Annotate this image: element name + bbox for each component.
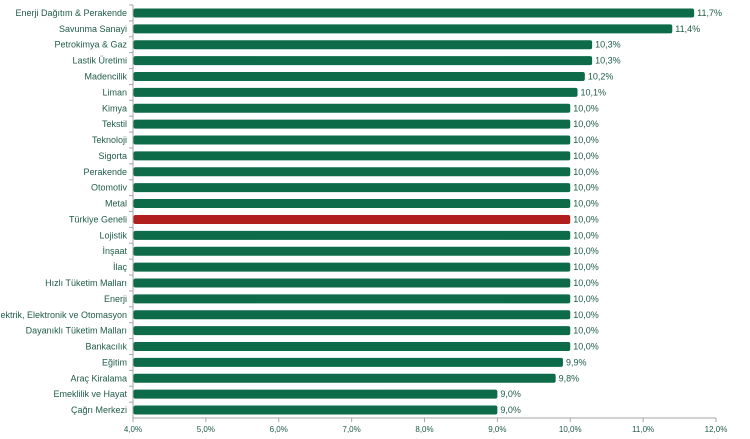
- value-label: 9,8%: [559, 373, 580, 383]
- value-label: 10,0%: [573, 262, 599, 272]
- category-label: İnşaat: [102, 246, 127, 256]
- bar: [133, 342, 571, 352]
- value-label: 9,0%: [500, 405, 521, 415]
- bar: [133, 24, 673, 34]
- bar: [133, 373, 556, 383]
- category-label: Perakende: [83, 167, 127, 177]
- category-label: Dayanıklı Tüketim Malları: [26, 326, 127, 336]
- value-label: 10,0%: [573, 199, 599, 209]
- bar: [133, 40, 593, 50]
- bar: [133, 103, 571, 113]
- x-tick-label: 9,0%: [488, 425, 506, 434]
- value-label: 10,0%: [573, 119, 599, 129]
- category-label: Kimya: [102, 103, 127, 113]
- category-label: Metal: [105, 199, 127, 209]
- value-label: 11,7%: [697, 8, 722, 18]
- value-label: 10,0%: [573, 214, 599, 224]
- x-tick-label: 5,0%: [197, 425, 215, 434]
- value-label: 9,9%: [566, 357, 587, 367]
- bar: [133, 71, 585, 81]
- bar: [133, 389, 498, 399]
- category-label: Bankacılık: [85, 342, 127, 352]
- value-label: 10,0%: [573, 326, 599, 336]
- value-label: 10,0%: [573, 342, 599, 352]
- bar: [133, 119, 571, 129]
- category-label: Emeklilik ve Hayat: [53, 389, 127, 399]
- value-label: 10,0%: [573, 230, 599, 240]
- category-label: Çağrı Merkezi: [71, 405, 127, 415]
- x-tick-label: 12,0%: [705, 425, 728, 434]
- category-label: Elektrik, Elektronik ve Otomasyon: [0, 310, 127, 320]
- bar: [133, 214, 571, 224]
- value-label: 10,3%: [595, 40, 621, 50]
- x-tick-label: 8,0%: [415, 425, 433, 434]
- bar: [133, 87, 578, 97]
- axes: [129, 4, 717, 422]
- category-label: Hızlı Tüketim Malları: [45, 278, 127, 288]
- bars: [133, 8, 695, 415]
- bar: [133, 230, 571, 240]
- bar: [133, 246, 571, 256]
- category-label: Eğitim: [102, 357, 127, 367]
- category-label: Türkiye Geneli: [69, 214, 127, 224]
- x-tick-label: 10,0%: [559, 425, 582, 434]
- value-label: 11,4%: [675, 24, 700, 34]
- category-label: Otomotiv: [91, 183, 128, 193]
- value-label: 10,0%: [573, 167, 599, 177]
- value-label: 10,2%: [588, 71, 614, 81]
- category-label: Enerji Dağıtım & Perakende: [15, 8, 127, 18]
- bar: [133, 357, 563, 367]
- value-label: 10,0%: [573, 103, 599, 113]
- value-label: 10,0%: [573, 183, 599, 193]
- value-label: 9,0%: [500, 389, 521, 399]
- bar: [133, 405, 498, 415]
- x-tick-label: 6,0%: [270, 425, 288, 434]
- value-label: 10,0%: [573, 310, 599, 320]
- value-label: 10,0%: [573, 278, 599, 288]
- value-label: 10,0%: [573, 135, 599, 145]
- value-label: 10,1%: [581, 87, 607, 97]
- labels: 4,0% 5,0% 6,0% 7,0% 8,0% 9,0% 10,0% 11,0% 12,0% E…: [0, 8, 727, 434]
- x-tick-label: 7,0%: [343, 425, 361, 434]
- category-label: Lojistik: [99, 230, 127, 240]
- bar: [133, 135, 571, 145]
- bar: [133, 262, 571, 272]
- value-label: 10,0%: [573, 151, 599, 161]
- value-label: 10,0%: [573, 246, 599, 256]
- bar: [133, 8, 695, 18]
- x-tick-label: 11,0%: [632, 425, 654, 434]
- bar: [133, 310, 571, 320]
- value-label: 10,0%: [573, 294, 599, 304]
- category-label: Liman: [102, 87, 127, 97]
- category-label: Enerji: [104, 294, 127, 304]
- category-label: Teknoloji: [92, 135, 127, 145]
- bar: [133, 183, 571, 193]
- bar: [133, 167, 571, 177]
- bar: [133, 294, 571, 304]
- category-label: Savunma Sanayi: [59, 24, 127, 34]
- category-label: İlaç: [113, 262, 128, 272]
- category-label: Madencilik: [84, 71, 127, 81]
- bar: [133, 151, 571, 161]
- x-tick-label: 4,0%: [124, 425, 142, 434]
- bar: [133, 199, 571, 209]
- bar: [133, 326, 571, 336]
- bar: [133, 278, 571, 288]
- category-label: Tekstil: [102, 119, 127, 129]
- category-label: Petrokimya & Gaz: [54, 40, 127, 50]
- value-label: 10,3%: [595, 56, 621, 66]
- category-label: Sigorta: [98, 151, 127, 161]
- category-label: Araç Kiralama: [70, 373, 127, 383]
- category-label: Lastik Üretimi: [72, 56, 127, 66]
- bar: [133, 56, 593, 66]
